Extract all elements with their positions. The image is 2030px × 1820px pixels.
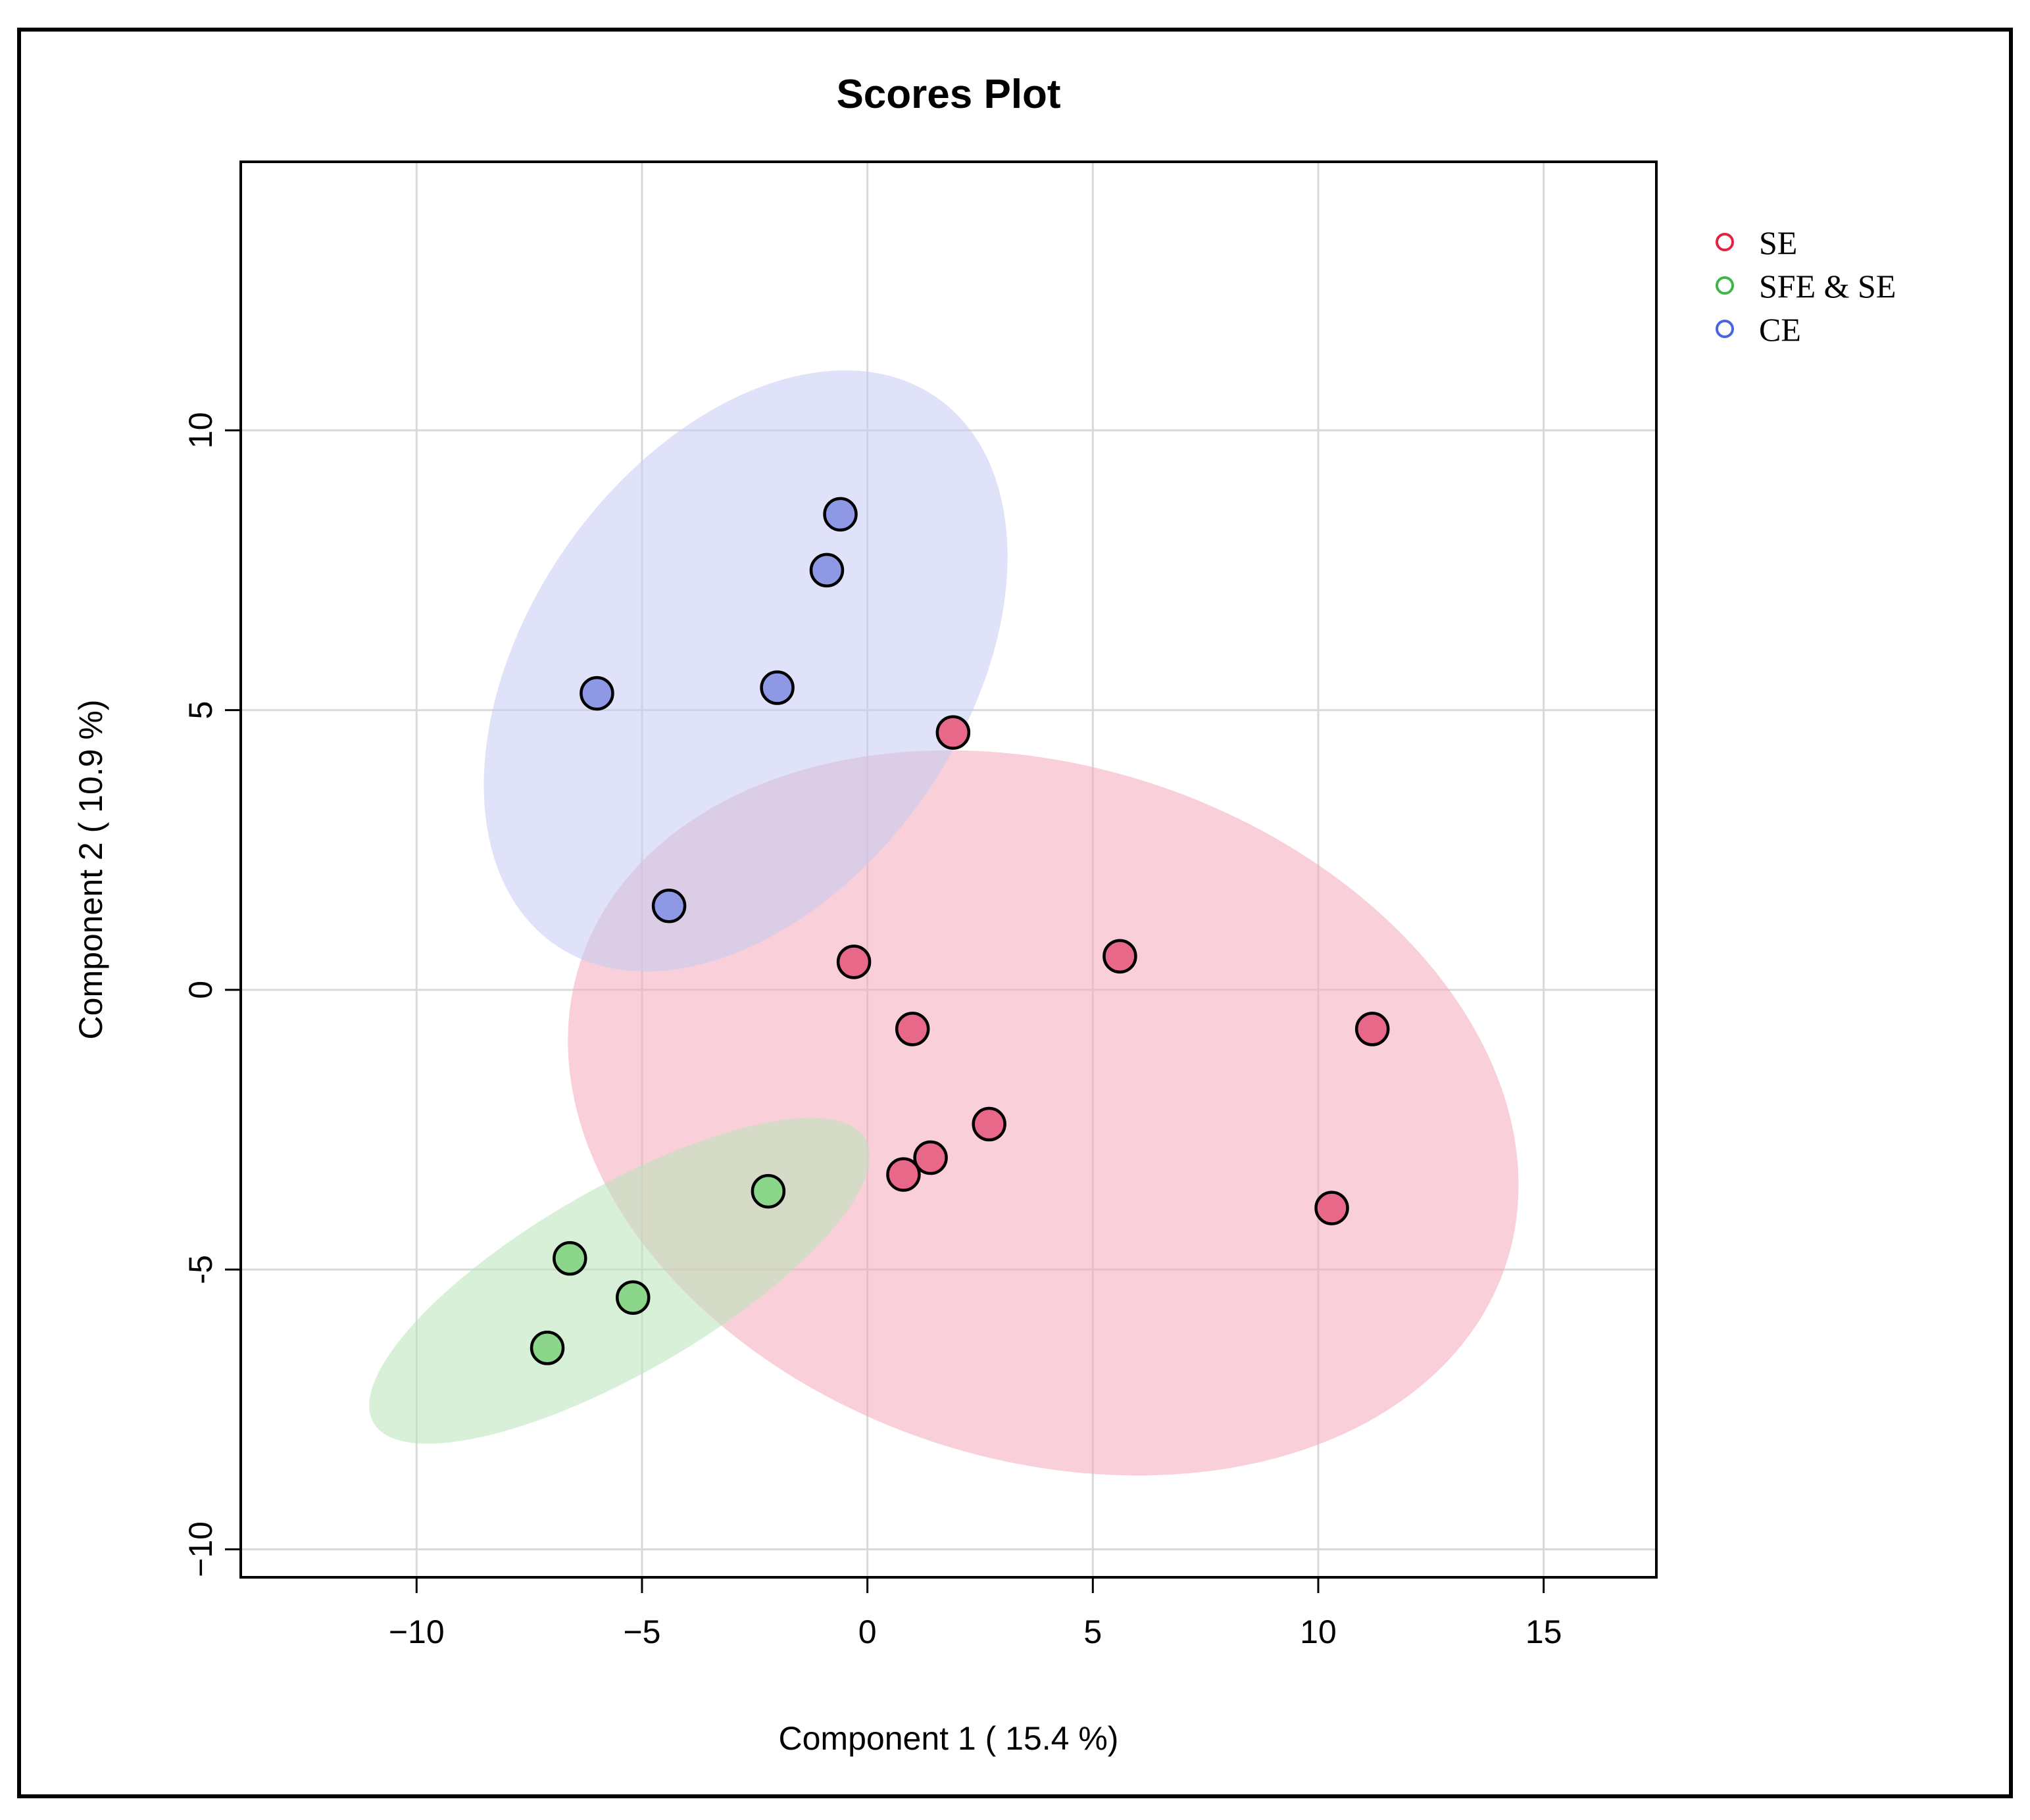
y-tick-label: 5: [182, 701, 219, 720]
plot-area-border: [239, 160, 1658, 1579]
legend-label-ce: CE: [1759, 311, 1801, 348]
point-ce: [809, 553, 845, 588]
figure-border: [17, 28, 2013, 1798]
point-se: [913, 1140, 948, 1175]
point-sfe-se: [751, 1173, 786, 1209]
x-tick-label: 0: [858, 1613, 877, 1650]
x-tick-label: −10: [389, 1613, 445, 1650]
point-se: [1314, 1191, 1349, 1225]
point-se: [935, 715, 971, 750]
confidence-ellipses: [369, 370, 1519, 1476]
data-points: [530, 497, 1390, 1365]
point-se: [886, 1157, 921, 1192]
x-axis-label: Component 1 ( 15.4 %): [779, 1720, 1119, 1757]
point-se: [836, 945, 872, 979]
legend-marker-ce: [1716, 320, 1734, 338]
y-tick-label: -5: [182, 1255, 219, 1284]
y-axis-label: Component 2 ( 10.9 %): [72, 700, 109, 1040]
point-ce: [651, 889, 687, 923]
y-tick-label: 10: [182, 412, 219, 449]
y-tick-label: 0: [182, 981, 219, 999]
point-sfe-se: [553, 1241, 587, 1276]
ellipse-sfe-se: [369, 1118, 870, 1444]
legend-label-se: SE: [1759, 224, 1797, 261]
ellipse-se: [568, 750, 1519, 1476]
point-sfe-se: [530, 1331, 565, 1365]
legend: SE SFE & SE CE: [1716, 224, 1896, 348]
point-ce: [580, 676, 614, 711]
legend-marker-se: [1716, 233, 1734, 251]
ellipse-ce: [483, 370, 1008, 971]
point-se: [1354, 1012, 1390, 1046]
point-ce: [760, 670, 795, 705]
y-tick-label: −10: [182, 1521, 219, 1577]
point-se: [895, 1012, 930, 1046]
chart-title: Scores Plot: [836, 72, 1060, 117]
point-se: [972, 1106, 1006, 1142]
point-se: [1102, 939, 1137, 974]
legend-label-sfe-se: SFE & SE: [1759, 268, 1896, 305]
x-tick-label: 15: [1525, 1613, 1562, 1650]
x-tick-label: 5: [1083, 1613, 1102, 1650]
point-sfe-se: [616, 1280, 651, 1315]
legend-marker-sfe-se: [1716, 276, 1734, 295]
x-tick-label: 10: [1300, 1613, 1337, 1650]
x-tick-label: −5: [623, 1613, 660, 1650]
axes: −10 −5 0 5 10 15 −10 -5 0 5 10: [182, 412, 1562, 1650]
point-ce: [823, 497, 858, 532]
